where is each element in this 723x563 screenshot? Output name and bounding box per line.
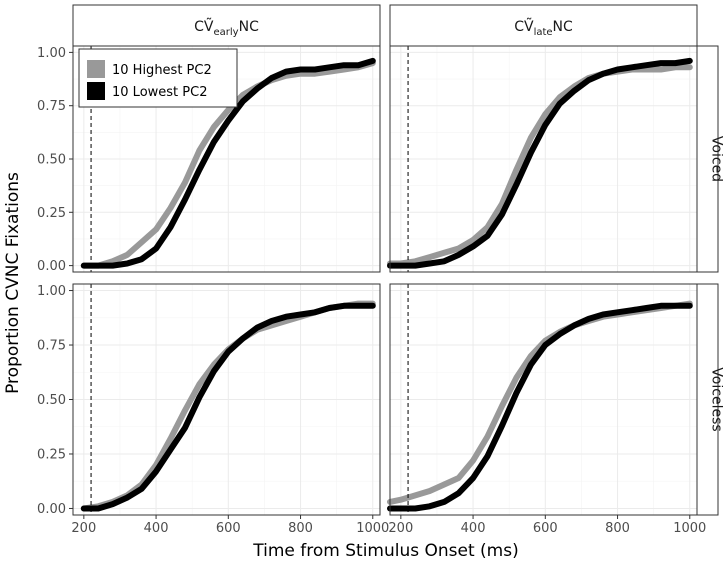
series-line-highest-pc2 [80, 60, 376, 269]
legend-swatch-highest [87, 60, 105, 78]
series-line-highest-pc2 [387, 64, 693, 267]
facet-strip-label-col-1: CṼearlyNC [194, 18, 259, 38]
x-tick-label: 800 [605, 521, 630, 536]
facet-strip-col-2 [389, 4, 698, 47]
axis-layer: 0.00 0.25 0.50 0.75 1.00 0.00 0.25 0.50 0.75 1.00… [37, 46, 706, 536]
x-tick-label: 800 [288, 521, 313, 536]
y-tick-label: 0.25 [37, 206, 66, 221]
frame-layer: CṼearlyNC CṼlateNC Voiced Voiceless [72, 4, 723, 516]
legend-label-highest: 10 Highest PC2 [112, 63, 212, 78]
y-axis-title: Proportion CVNC Fixations [3, 172, 23, 394]
legend: 10 Highest PC2 10 Lowest PC2 [78, 48, 238, 108]
facet-strip-col-1 [72, 4, 381, 47]
panel-frame [389, 283, 698, 516]
grid-layer [73, 46, 697, 515]
legend-box [78, 48, 238, 108]
x-tick-label: 600 [216, 521, 241, 536]
y-tick-label: 1.00 [37, 46, 66, 61]
series-line-lowest-pc2 [80, 302, 376, 512]
series-line-lowest-pc2 [387, 302, 693, 512]
x-tick-label: 200 [71, 521, 96, 536]
y-tick-label: 0.50 [37, 153, 66, 168]
y-tick-label: 0.00 [37, 502, 66, 517]
facet-strip-label-row-2: Voiceless [709, 367, 723, 431]
y-tick-label: 1.00 [37, 284, 66, 299]
series-line-lowest-pc2 [387, 57, 693, 269]
y-tick-label: 0.50 [37, 393, 66, 408]
x-tick-label: 600 [533, 521, 558, 536]
x-tick-label: 200 [388, 521, 413, 536]
y-tick-label: 0.00 [37, 259, 66, 274]
facet-strip-label-row-1: Voiced [709, 136, 723, 182]
x-tick-label: 400 [461, 521, 486, 536]
y-tick-label: 0.25 [37, 447, 66, 462]
x-tick-label: 400 [144, 521, 169, 536]
y-tick-label: 0.75 [37, 339, 66, 354]
x-tick-label: 1000 [673, 521, 706, 536]
series-line-lowest-pc2 [80, 57, 376, 269]
x-tick-label: 1000 [356, 521, 389, 536]
y-tick-label: 0.75 [37, 99, 66, 114]
legend-swatch-lowest [87, 82, 105, 100]
panel-frame [389, 45, 698, 273]
series-layer [80, 57, 693, 512]
legend-label-lowest: 10 Lowest PC2 [112, 85, 207, 100]
x-axis-title: Time from Stimulus Onset (ms) [252, 541, 518, 561]
facet-strip-label-col-2: CṼlateNC [514, 18, 573, 38]
